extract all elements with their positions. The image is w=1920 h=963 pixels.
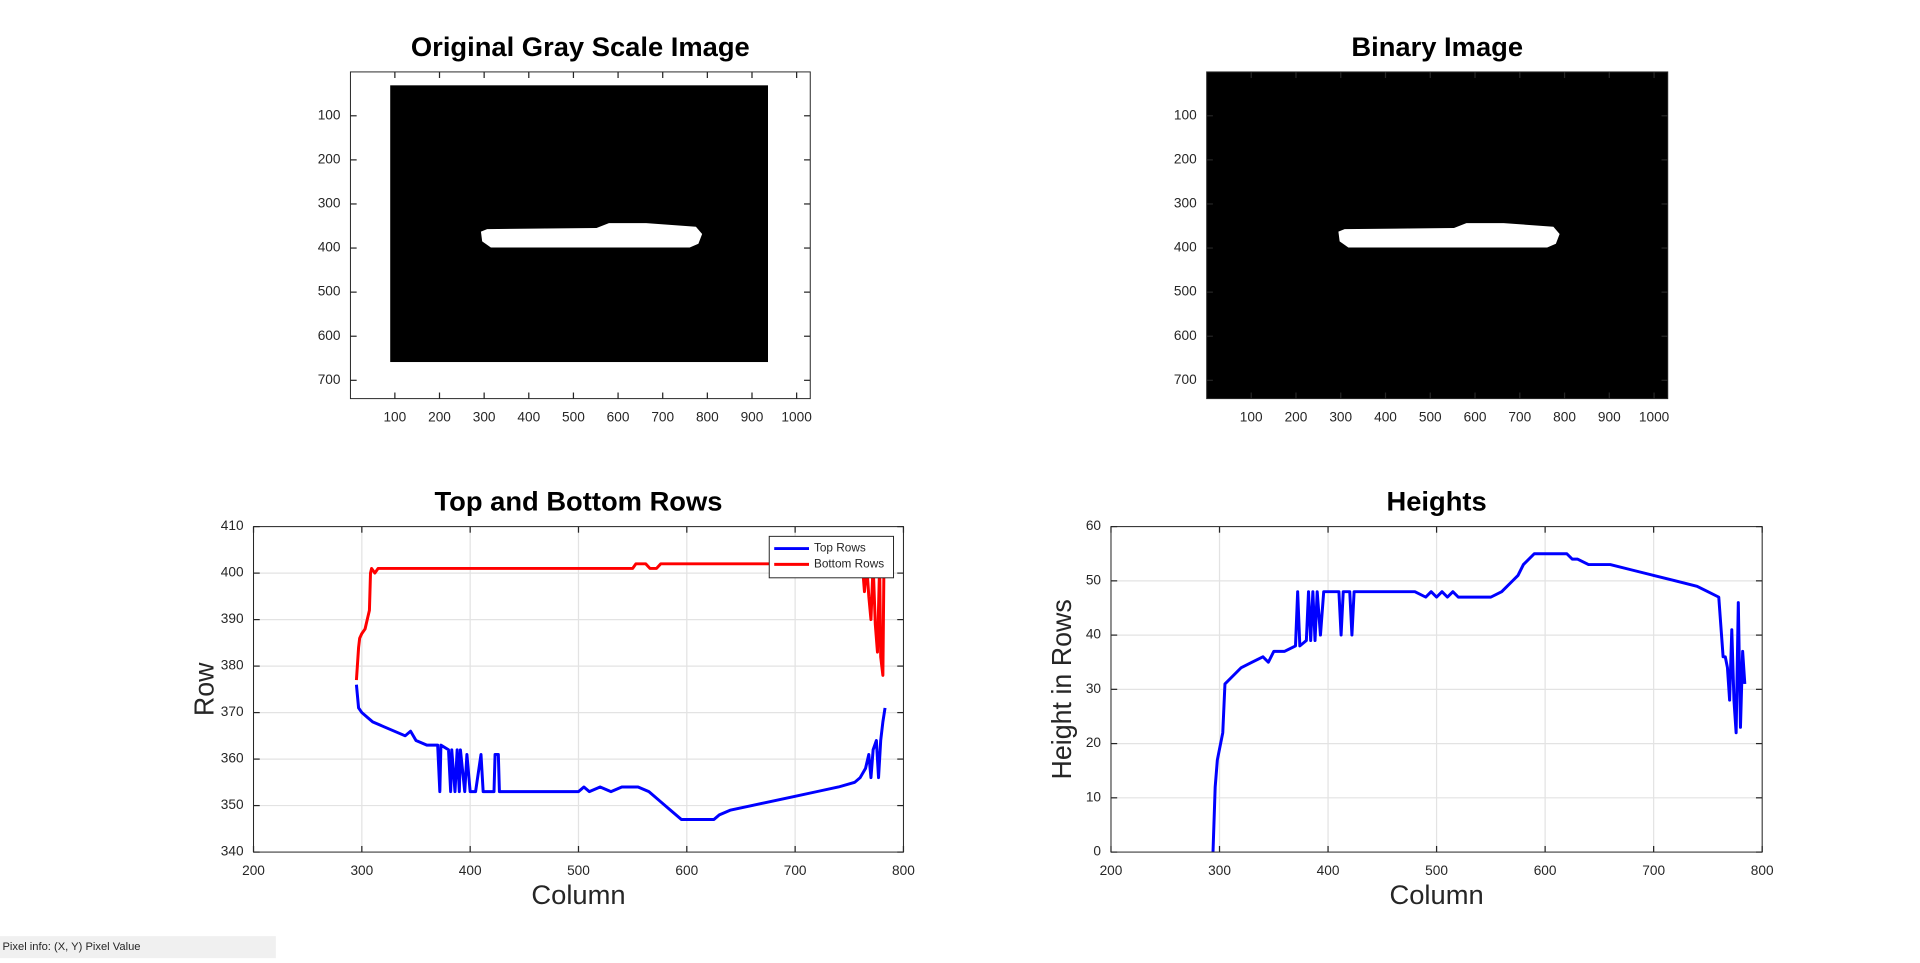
x-tick-label: 700 [651,410,674,425]
image-object [480,223,703,248]
y-tick-label: 380 [221,658,244,673]
y-tick-label: 200 [1174,152,1197,167]
image-object [1338,223,1560,248]
legend-label: Top Rows [814,542,866,555]
x-tick-label: 600 [607,410,630,425]
x-tick-label: 200 [428,410,451,425]
x-tick-label: 200 [1285,410,1308,425]
y-tick-label: 30 [1086,681,1101,696]
legend: Top Rows Bottom Rows [768,535,895,579]
x-tick-label: 600 [1534,863,1557,878]
x-tick-label: 600 [675,863,698,878]
x-tick-label: 400 [1374,410,1397,425]
axes-frame [349,71,811,400]
x-tick-label: 700 [1508,410,1531,425]
y-tick-label: 600 [1174,328,1197,343]
y-tick-label: 700 [318,372,341,387]
x-tick-label: 100 [1240,410,1263,425]
y-tick-label: 10 [1086,789,1101,804]
axes: 100 200 300 400 500 600 700 800 900 1000 100 200 300… [318,31,812,425]
x-tick-label: 800 [696,410,719,425]
x-axis-label: Column [1389,880,1483,911]
axes: 200 300 400 500 600 700 800 340 350 360 370 380 390 4… [188,486,915,910]
x-tick-label: 300 [350,863,373,878]
y-tick-label: 360 [221,751,244,766]
legend-label: Bottom Rows [814,558,884,571]
data-line [354,562,886,681]
data-line [1211,552,1747,853]
x-tick-label: 300 [1329,410,1352,425]
x-tick-label: 700 [784,863,807,878]
status-text: Pixel info: (X, Y) Pixel Value [2,941,140,953]
x-tick-label: 500 [1419,410,1442,425]
legend-box [768,535,895,579]
x-tick-label: 600 [1464,410,1487,425]
x-tick-label: 1000 [781,410,811,425]
axes: 100 200 300 400 500 600 700 800 900 1000 100 200 300… [1174,31,1669,425]
x-tick-label: 200 [1100,863,1123,878]
x-tick-label: 200 [242,863,265,878]
image-background [390,85,768,363]
y-tick-label: 400 [221,565,244,580]
y-tick-label: 600 [318,328,341,343]
axes-title: Original Gray Scale Image [411,31,750,62]
y-tick-label: 410 [221,518,244,533]
y-tick-label: 200 [318,152,341,167]
x-tick-label: 500 [567,863,590,878]
x-tick-label: 1000 [1639,410,1669,425]
x-tick-label: 800 [892,863,915,878]
x-tick-label: 300 [1208,863,1231,878]
y-tick-label: 100 [318,107,341,122]
x-tick-label: 800 [1553,410,1576,425]
y-tick-label: 700 [1174,372,1197,387]
y-tick-label: 20 [1086,735,1101,750]
y-tick-label: 50 [1086,573,1101,588]
x-tick-label: 700 [1642,863,1665,878]
x-tick-label: 900 [1598,410,1621,425]
x-tick-label: 100 [383,410,406,425]
y-tick-label: 370 [221,704,244,719]
y-tick-label: 0 [1093,844,1101,859]
x-tick-label: 500 [562,410,585,425]
y-tick-label: 60 [1086,518,1101,533]
x-tick-label: 400 [1317,863,1340,878]
axes-frame [1206,71,1669,400]
y-tick-label: 300 [1174,196,1197,211]
axes-title: Heights [1386,486,1486,517]
y-axis-label: Height in Rows [1046,599,1077,779]
x-tick-label: 300 [473,410,496,425]
x-axis-label: Column [531,880,625,911]
x-tick-label: 900 [741,410,764,425]
y-tick-label: 390 [221,611,244,626]
y-tick-label: 340 [221,844,244,859]
axes-title: Top and Bottom Rows [434,486,722,517]
y-tick-label: 350 [221,797,244,812]
y-axis-label: Row [188,662,219,716]
axes: 200 300 400 500 600 700 800 0 10 20 30 40 50 60 Height… [1046,486,1774,910]
y-tick-label: 100 [1174,107,1197,122]
axes-title: Binary Image [1351,31,1523,62]
x-tick-label: 400 [459,863,482,878]
y-tick-label: 500 [318,284,341,299]
x-tick-label: 400 [517,410,540,425]
y-tick-label: 500 [1174,284,1197,299]
y-tick-label: 40 [1086,627,1101,642]
y-tick-label: 300 [318,196,341,211]
y-tick-label: 400 [318,240,341,255]
x-tick-label: 500 [1425,863,1448,878]
status-bar [0,936,276,959]
data-line [354,684,887,821]
x-tick-label: 800 [1751,863,1774,878]
y-tick-label: 400 [1174,240,1197,255]
